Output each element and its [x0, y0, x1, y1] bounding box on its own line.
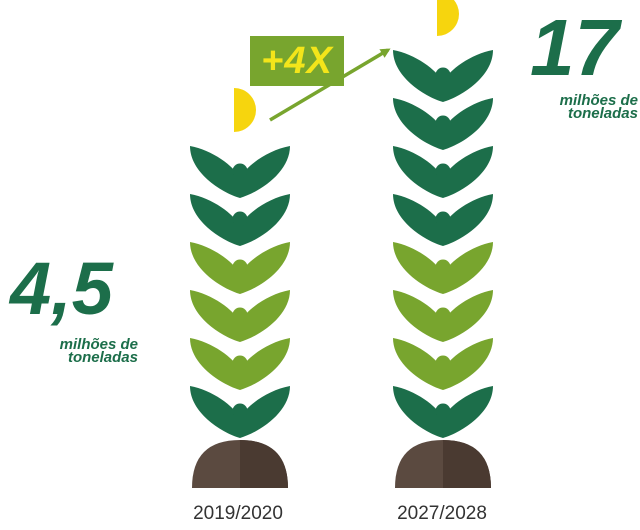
- seed-dot: [232, 211, 248, 227]
- seed-dot: [435, 259, 451, 275]
- unit-label-2019: milhões de toneladas: [59, 336, 138, 366]
- seed-dot: [232, 403, 248, 419]
- seed-dot: [435, 67, 451, 83]
- leaf-pair: [393, 194, 493, 246]
- value-label-2019: 4,5: [10, 247, 113, 330]
- growth-badge: +4X: [250, 36, 344, 86]
- leaf-pair: [393, 146, 493, 198]
- seed-dot: [435, 403, 451, 419]
- leaf-pair: [190, 146, 290, 198]
- leaf-pair: [190, 290, 290, 342]
- leaf-pair: [190, 338, 290, 390]
- leaf-pair: [393, 338, 493, 390]
- leaf-pair: [393, 290, 493, 342]
- value-label-2027: 17: [530, 3, 619, 92]
- plant-bar-1: [190, 88, 290, 488]
- plant-bar-2: [393, 0, 493, 488]
- seed-dot: [232, 259, 248, 275]
- seed-dot: [435, 115, 451, 131]
- leaf-pair: [393, 242, 493, 294]
- seed-dot: [435, 211, 451, 227]
- seed-dot: [232, 163, 248, 179]
- leaf-pair: [393, 386, 493, 438]
- category-label-2019: 2019/2020: [193, 503, 283, 524]
- leaf-pair: [190, 386, 290, 438]
- grain-icon: [437, 0, 459, 36]
- leaf-pair: [393, 50, 493, 102]
- seed-dot: [435, 163, 451, 179]
- seed-dot: [435, 307, 451, 323]
- grain-icon: [234, 88, 256, 132]
- seed-dot: [435, 355, 451, 371]
- leaf-pair: [393, 98, 493, 150]
- category-label-2027: 2027/2028: [397, 503, 487, 524]
- seed-dot: [232, 355, 248, 371]
- soil-shadow: [240, 440, 288, 488]
- leaf-pair: [190, 242, 290, 294]
- leaf-pair: [190, 194, 290, 246]
- seed-dot: [232, 307, 248, 323]
- soil-shadow: [443, 440, 491, 488]
- unit-label-2027: milhões de toneladas: [559, 92, 638, 122]
